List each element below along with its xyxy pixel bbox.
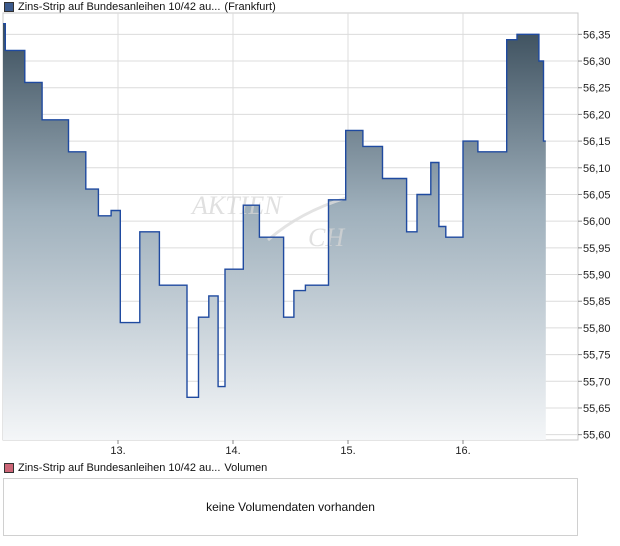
y-tick-label: 56,00	[583, 216, 611, 228]
price-legend: Zins-Strip auf Bundesanleihen 10/42 au..…	[4, 0, 276, 14]
y-tick-label: 56,30	[583, 56, 611, 68]
price-area-fill	[3, 23, 546, 440]
y-axis: 55,60 55,65 55,70 55,75 55,80 55,85 55,90 55,95…	[578, 29, 611, 442]
watermark: AKTIEN CH	[190, 191, 347, 252]
svg-text:AKTIEN: AKTIEN	[190, 191, 283, 220]
y-tick-label: 55,75	[583, 350, 611, 362]
y-tick-label: 56,35	[583, 29, 611, 41]
y-tick-label: 56,20	[583, 109, 611, 121]
price-line	[3, 23, 546, 398]
y-tick-label: 55,70	[583, 376, 611, 388]
y-tick-label: 55,80	[583, 323, 611, 335]
y-tick-label: 55,65	[583, 403, 611, 415]
y-tick-label: 56,05	[583, 189, 611, 201]
svg-text:CH: CH	[308, 223, 345, 252]
price-legend-source: (Frankfurt)	[224, 1, 276, 13]
volume-legend-source: Volumen	[224, 462, 268, 474]
x-tick-label: 16.	[455, 445, 470, 457]
price-legend-label: Zins-Strip auf Bundesanleihen 10/42 au..…	[18, 1, 221, 13]
price-legend-swatch	[4, 2, 14, 12]
y-tick-label: 55,95	[583, 243, 611, 255]
volume-legend-swatch	[4, 463, 14, 473]
price-chart: AKTIEN CH 55,60 55,65 55,70 55,75 55,80 55,85…	[2, 12, 611, 457]
no-volume-message: keine Volumendaten vorhanden	[206, 500, 375, 514]
y-tick-label: 56,10	[583, 163, 611, 175]
volume-legend-label: Zins-Strip auf Bundesanleihen 10/42 au..…	[18, 462, 221, 474]
x-tick-label: 14.	[225, 445, 240, 457]
y-tick-label: 56,25	[583, 83, 611, 95]
y-tick-label: 55,90	[583, 270, 611, 282]
x-tick-label: 13.	[110, 445, 125, 457]
volume-panel: keine Volumendaten vorhanden	[3, 478, 578, 536]
x-axis: 13. 14. 15. 16.	[110, 440, 471, 457]
y-tick-label: 56,15	[583, 136, 611, 148]
volume-legend: Zins-Strip auf Bundesanleihen 10/42 au..…	[4, 461, 267, 475]
y-tick-label: 55,85	[583, 296, 611, 308]
y-tick-label: 55,60	[583, 430, 611, 442]
x-tick-label: 15.	[340, 445, 355, 457]
